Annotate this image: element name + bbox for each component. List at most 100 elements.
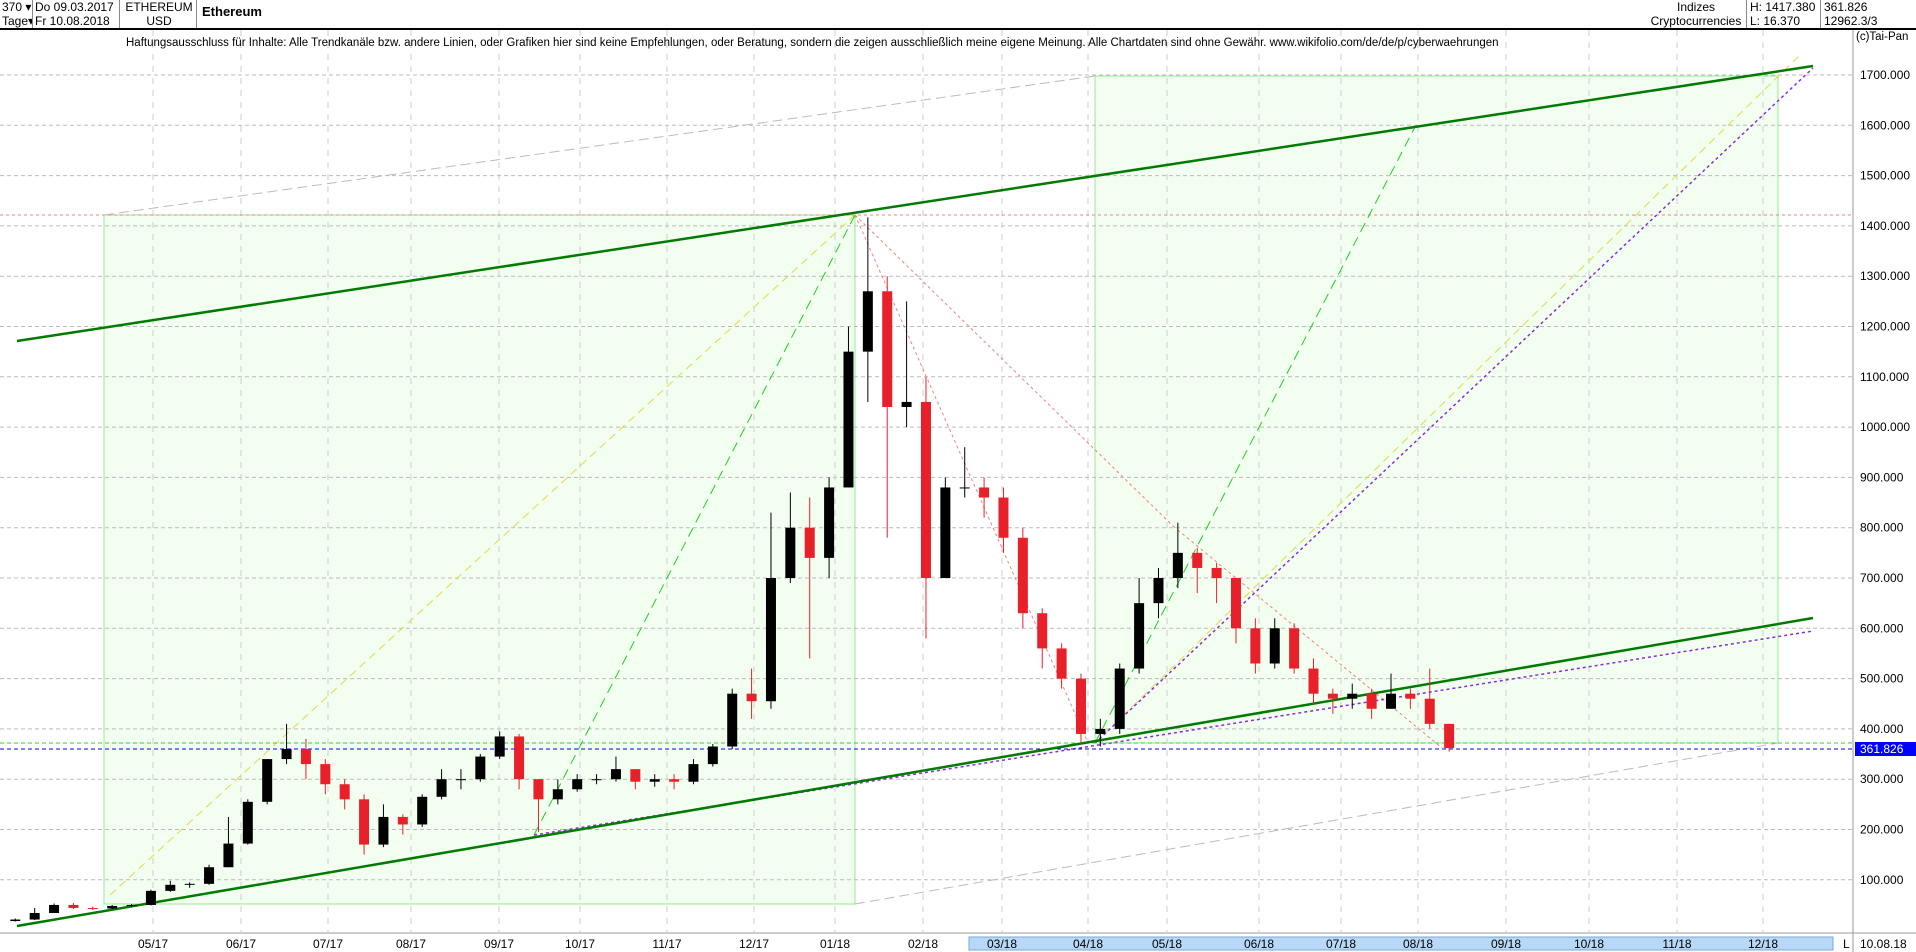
candle-body (436, 779, 447, 797)
candle (1134, 578, 1145, 674)
candle-body (727, 693, 738, 747)
low-value: L: 16.370 (1750, 14, 1821, 28)
candle-body (765, 578, 776, 702)
guide-line (1172, 525, 1443, 749)
candle-body (204, 867, 215, 884)
candle-body (591, 779, 602, 781)
candle (1347, 683, 1358, 709)
x-end-label: 10.08.18 (1860, 937, 1907, 951)
y-tick-label: 1300.000 (1860, 269, 1910, 283)
candle-body (1172, 552, 1183, 578)
candle (1192, 547, 1203, 594)
period-count-select[interactable]: 370 ▾ (2, 0, 33, 14)
candle-body (688, 764, 699, 782)
y-tick-label: 1600.000 (1860, 118, 1910, 132)
candle-body (1269, 628, 1280, 664)
candle (1075, 673, 1086, 744)
candle (727, 688, 738, 750)
candle-body (87, 907, 98, 909)
date-to[interactable]: Fr 10.08.2018 (35, 14, 120, 28)
candle-body (843, 351, 854, 488)
candle (68, 902, 79, 909)
candle (165, 880, 176, 892)
candle (1095, 718, 1106, 747)
candle (649, 774, 660, 787)
candle (1172, 522, 1183, 589)
candle-body (901, 401, 912, 407)
candle (514, 733, 525, 790)
candle (901, 301, 912, 428)
candle (320, 759, 331, 795)
candle (1289, 623, 1300, 674)
copyright: (c)Tai-Pan (1856, 31, 1909, 43)
candle (1366, 688, 1377, 719)
resistance-line (1094, 67, 1814, 744)
x-tick-label: 10/18 (1574, 937, 1604, 951)
candle (1405, 688, 1416, 709)
candle-body (1366, 693, 1377, 709)
candle (29, 907, 40, 921)
candle-body (920, 401, 931, 578)
candle (1056, 643, 1067, 689)
x-tick-label: 09/18 (1491, 937, 1521, 951)
x-tick-label: 03/18 (987, 937, 1017, 951)
candle (843, 326, 854, 488)
candle (49, 903, 60, 913)
candle-body (1037, 613, 1048, 649)
candle-body (397, 816, 408, 825)
guide-line (1094, 126, 1416, 744)
candle (417, 794, 428, 827)
y-tick-label: 1200.000 (1860, 320, 1910, 334)
candle-body (610, 769, 621, 780)
x-tick-label: 04/18 (1073, 937, 1103, 951)
candle-body (1308, 668, 1319, 694)
x-tick-label: 10/17 (565, 937, 595, 951)
candle (1444, 723, 1455, 752)
candle (552, 779, 563, 805)
candle (242, 799, 253, 845)
candle-body (959, 487, 970, 489)
candle-body (1153, 578, 1164, 604)
candle (765, 512, 776, 709)
disclaimer: Haftungsausschluss für Inhalte: Alle Tre… (126, 37, 1499, 49)
candle-body (1095, 728, 1106, 734)
y-tick-label: 300.000 (1860, 772, 1904, 786)
volume-info: 12962.3/3 (1824, 14, 1878, 28)
candle-body (1211, 567, 1222, 578)
x-tick-label: 09/17 (484, 937, 514, 951)
candle-body (1444, 723, 1455, 749)
period-unit-select[interactable]: Tage▾ (2, 14, 33, 28)
candle-body (320, 764, 331, 785)
y-tick-label: 400.000 (1860, 722, 1904, 736)
candle (126, 903, 137, 907)
candle (979, 477, 990, 518)
y-tick-label: 1500.000 (1860, 169, 1910, 183)
visible-range-scrollbar[interactable] (968, 936, 1834, 951)
period-count: 370 (2, 0, 23, 14)
candle-body (1405, 693, 1416, 699)
candle (824, 477, 835, 578)
chart-header: 370 ▾ Tage▾ Do 09.03.2017 Fr 10.08.2018 … (0, 0, 1916, 30)
candle-body (10, 919, 21, 922)
y-tick-label: 800.000 (1860, 521, 1904, 535)
candle (959, 447, 970, 498)
candle (630, 769, 641, 790)
candle (940, 477, 951, 578)
candle-body (746, 693, 757, 702)
candle (281, 723, 292, 765)
candle (882, 276, 893, 538)
candle (1424, 668, 1435, 729)
candle-body (1134, 603, 1145, 669)
y-tick-label: 600.000 (1860, 621, 1904, 635)
candle-body (475, 756, 486, 780)
date-from[interactable]: Do 09.03.2017 (35, 0, 120, 14)
guide-line (854, 742, 1779, 905)
candle-body (1114, 668, 1125, 729)
candle-body (145, 890, 156, 905)
candle-body (339, 784, 350, 800)
guide-line (103, 75, 1096, 216)
dropdown-arrow-icon: ▾ (28, 14, 32, 28)
candle-body (417, 796, 428, 825)
candle-body (1250, 628, 1261, 664)
